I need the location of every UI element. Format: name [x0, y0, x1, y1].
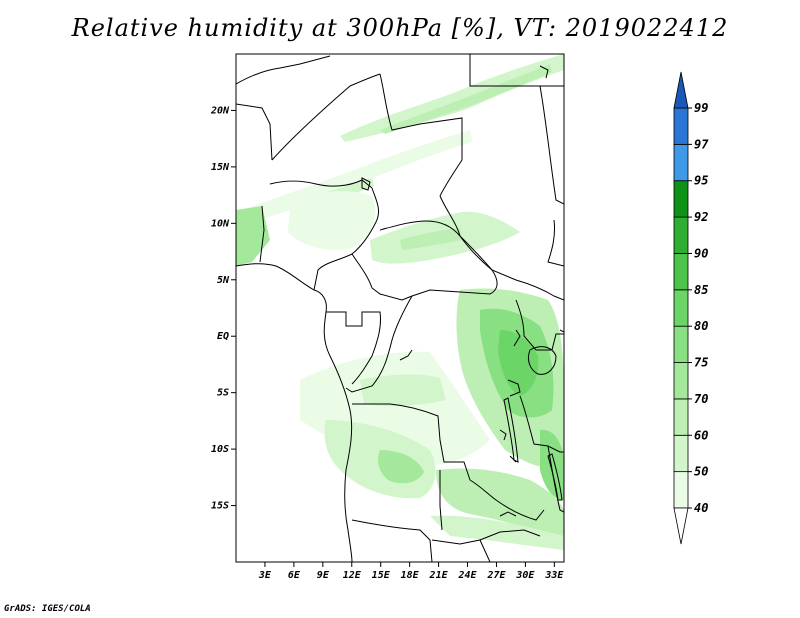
- colorbar-segment: [673, 398, 689, 436]
- border-car: [379, 220, 498, 297]
- colorbar-segment: [673, 434, 689, 473]
- humidity-zambia: [436, 468, 564, 540]
- colorbar-label: 92: [694, 210, 708, 224]
- lon-tick-label: 9E: [317, 570, 330, 581]
- border-zimbabwe: [479, 529, 541, 541]
- lake-bangweulu: [509, 455, 517, 463]
- lon-tick-label: 3E: [258, 570, 272, 581]
- border-angola-zambia: [439, 470, 443, 531]
- colorbar-segment: [673, 253, 689, 291]
- colorbar-segment: [673, 143, 689, 182]
- lon-tick-label: 21E: [429, 570, 449, 581]
- border-sahara-2: [236, 103, 273, 161]
- colorbar-segment: [673, 471, 689, 509]
- border-mozambique: [547, 445, 564, 513]
- red-sea-coast: [539, 65, 549, 79]
- border-sahara-1: [236, 55, 331, 85]
- border-nigeria-north: [269, 179, 373, 189]
- lake-malawi: [547, 453, 563, 501]
- longitude-axis: 3E 6E 9E 12E 15E 18E 21E 24E 27E 30E 33E: [258, 562, 564, 581]
- humidity-west-africa: [236, 206, 270, 266]
- colorbar-label: 90: [694, 246, 708, 260]
- colorbar-segment: [673, 362, 689, 400]
- colorbar-segment: [673, 216, 689, 254]
- border-ethiopia: [547, 219, 564, 267]
- lat-tick-label: 5S: [217, 388, 229, 399]
- grads-footer: GrADS: IGES/COLA: [4, 604, 91, 614]
- colorbar: 40 50 60 70 75 80 85 90 92 95 97 99: [673, 71, 709, 545]
- lon-tick-label: 27E: [486, 570, 506, 581]
- river-congo: [399, 349, 413, 361]
- colorbar-segment: [673, 180, 689, 218]
- lat-tick-label: 15N: [211, 162, 230, 173]
- border-benin: [259, 205, 265, 263]
- colorbar-label: 60: [694, 428, 708, 442]
- humidity-nigeria: [288, 191, 376, 251]
- coastline-east: [559, 329, 564, 333]
- humidity-car-core: [400, 228, 462, 250]
- colorbar-segment: [673, 107, 689, 145]
- lat-tick-label: 5N: [217, 275, 230, 286]
- border-sudan-east: [539, 85, 564, 205]
- humidity-band-north-core: [380, 64, 552, 134]
- lon-tick-label: 6E: [288, 570, 301, 581]
- humidity-congo-central-2: [360, 374, 446, 407]
- country-boundaries: [236, 54, 564, 562]
- border-cameroon: [351, 253, 413, 301]
- border-south-sudan: [515, 279, 564, 301]
- colorbar-label: 50: [694, 465, 708, 479]
- border-nigeria-east: [313, 187, 379, 291]
- colorbar-label: 85: [694, 283, 708, 297]
- colorbar-label: 70: [694, 392, 708, 406]
- lat-tick-label: EQ: [217, 331, 229, 342]
- lat-tick-label: 20N: [210, 105, 230, 116]
- lon-tick-label: 30E: [515, 570, 535, 581]
- border-zambia: [469, 479, 545, 521]
- lon-tick-label: 15E: [372, 570, 391, 581]
- kariba: [499, 511, 517, 517]
- lon-tick-label: 33E: [544, 570, 564, 581]
- border-uganda: [515, 299, 564, 351]
- lake-albert: [513, 329, 521, 347]
- border-sudan: [469, 54, 564, 87]
- colorbar-label: 99: [694, 101, 708, 115]
- border-congo: [345, 295, 413, 393]
- colorbar-label: 80: [694, 319, 708, 333]
- colorbar-top-arrow: [673, 71, 689, 109]
- lat-tick-label: 10N: [211, 218, 230, 229]
- colorbar-label: 97: [694, 137, 709, 151]
- humidity-lakes-core: [498, 330, 539, 396]
- latitude-axis: 20N 15N 10N 5N EQ 5S 10S 15S: [210, 105, 236, 512]
- lon-tick-label: 18E: [401, 570, 420, 581]
- humidity-malawi: [540, 429, 564, 500]
- border-angola-south: [351, 519, 433, 562]
- colorbar-segment: [673, 289, 689, 327]
- lake-chad: [361, 177, 371, 191]
- border-chad: [379, 73, 463, 197]
- lat-tick-label: 10S: [211, 444, 229, 455]
- border-rwanda: [507, 379, 521, 397]
- map-frame: [235, 53, 565, 563]
- lon-tick-label: 12E: [343, 570, 362, 581]
- lake-victoria: [527, 346, 557, 375]
- colorbar-label: 40: [694, 501, 708, 515]
- humidity-band-north: [340, 54, 564, 142]
- colorbar-bottom-arrow: [673, 507, 689, 545]
- lon-tick-label: 24E: [457, 570, 477, 581]
- coastline-west: [236, 263, 353, 562]
- humidity-angola-core: [378, 450, 424, 484]
- lake-mweru: [499, 429, 507, 441]
- border-niger: [271, 73, 381, 161]
- lat-tick-label: 15S: [211, 501, 229, 512]
- lake-tanganyika: [503, 397, 519, 463]
- border-gabon: [326, 311, 381, 385]
- border-drc-angola: [352, 403, 471, 481]
- border-botswana: [431, 539, 491, 562]
- map-title: Relative humidity at 300hPa [%], VT: 201…: [71, 14, 729, 42]
- colorbar-segment: [673, 325, 689, 363]
- colorbar-label: 95: [694, 174, 708, 188]
- border-tanzania: [519, 395, 564, 453]
- colorbar-label: 75: [694, 356, 708, 370]
